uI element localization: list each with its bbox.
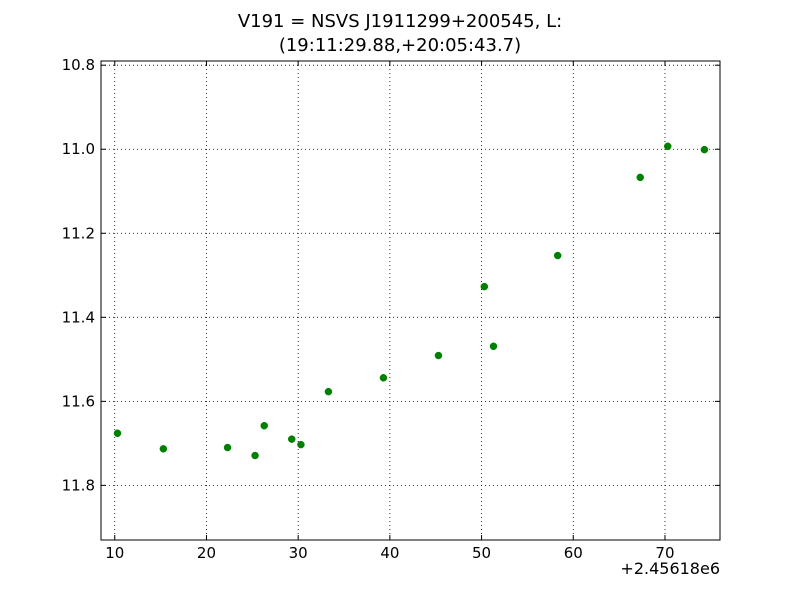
data-point bbox=[700, 145, 709, 154]
y-tick-label: 10.8 bbox=[62, 56, 95, 74]
x-tick-label: 60 bbox=[564, 544, 583, 562]
chart-title-line-2: (19:11:29.88,+20:05:43.7) bbox=[278, 35, 522, 56]
data-point bbox=[489, 342, 498, 351]
data-point bbox=[159, 445, 168, 453]
x-tick-label: 50 bbox=[472, 544, 491, 562]
x-tick-label: 30 bbox=[289, 544, 308, 562]
x-tick-label: 20 bbox=[197, 544, 216, 562]
y-tick-label: 11.2 bbox=[62, 224, 95, 242]
chart-title-line-1: V191 = NSVS J1911299+200545, L: bbox=[237, 11, 563, 32]
data-point bbox=[636, 173, 644, 182]
data-point bbox=[251, 451, 259, 460]
data-point bbox=[480, 282, 489, 291]
y-tick-label: 11.4 bbox=[62, 308, 95, 326]
y-tick-label: 11.8 bbox=[62, 476, 95, 494]
data-point bbox=[434, 351, 443, 360]
y-tick-label: 11.0 bbox=[62, 140, 95, 158]
data-point bbox=[223, 443, 232, 452]
x-tick-label: 10 bbox=[105, 544, 124, 562]
plot-frame bbox=[100, 60, 721, 541]
data-point bbox=[260, 421, 268, 430]
x-tick-label: 40 bbox=[380, 544, 399, 562]
data-point bbox=[553, 251, 562, 260]
data-point bbox=[287, 435, 296, 443]
x-tick-label: 70 bbox=[655, 544, 674, 562]
data-point bbox=[113, 429, 122, 438]
data-point bbox=[663, 142, 672, 151]
data-point bbox=[379, 374, 388, 382]
grid-layer bbox=[101, 61, 720, 540]
ticks-layer: 10 20 30 40 50 60 70 10.8 11.0 11.2 11.4 11.6 11.8 bbox=[62, 56, 720, 562]
points-layer bbox=[113, 142, 709, 460]
axes-layer bbox=[100, 60, 721, 541]
data-point bbox=[297, 440, 305, 449]
x-axis-offset-label: +2.45618e6 bbox=[620, 559, 720, 578]
y-tick-label: 11.6 bbox=[62, 392, 95, 410]
data-point bbox=[324, 387, 333, 396]
